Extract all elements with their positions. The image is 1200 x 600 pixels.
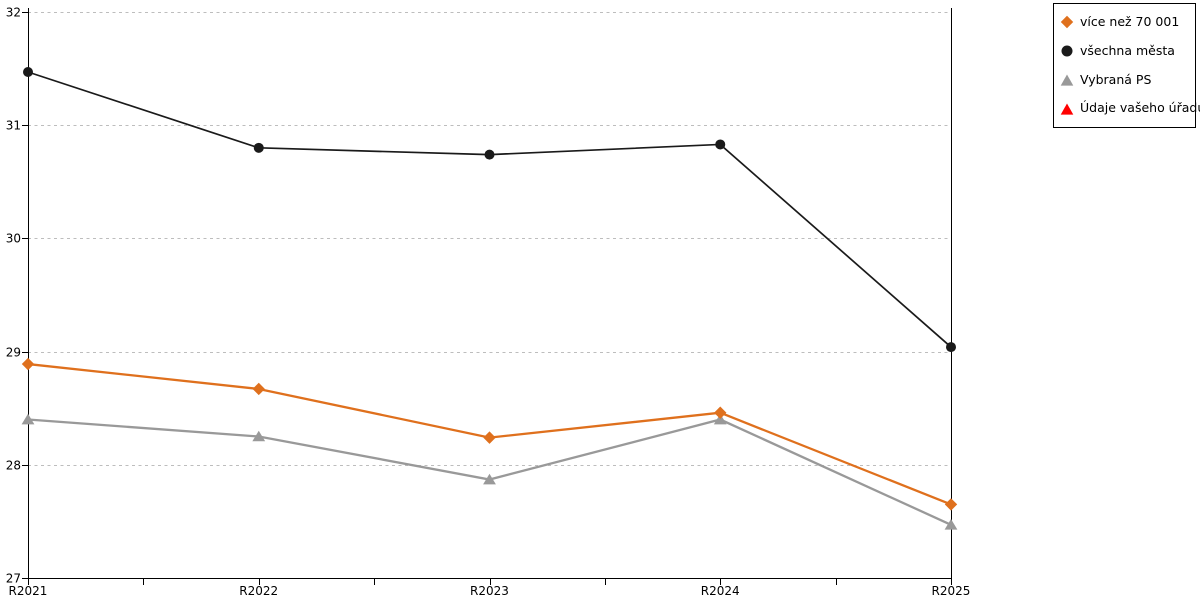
data-point-marker [252,382,265,396]
data-point-marker [944,518,958,530]
x-tick-label: R2021 [9,584,48,598]
circle-marker-icon [1061,45,1073,57]
legend-item-label: více než 70 001 [1080,14,1180,30]
triangle-marker-icon [1060,103,1074,115]
data-point-marker [713,413,727,425]
data-point-marker [944,498,958,511]
data-point-marker [946,342,956,353]
data-point-marker [714,406,727,419]
y-tick-label: 29 [6,346,21,360]
x-tick-label: R2022 [239,584,278,598]
legend-item-label: Údaje vašeho úřadu [1080,100,1200,116]
legend: více než 70 001 všechna města Vybraná PS Úd… [1053,3,1200,128]
y-tick-label: 27 [6,572,21,586]
legend-item: Vybraná PS [1060,73,1193,87]
y-tick-label: 32 [6,6,21,20]
data-point-marker [21,357,35,371]
data-point-marker [253,142,264,153]
data-point-marker [483,431,496,444]
diamond-marker-icon [1060,16,1074,29]
series-line-1 [27,71,952,348]
data-point-marker [715,139,726,150]
legend-item: více než 70 001 [1060,15,1193,29]
y-tick-label: 30 [6,232,21,246]
x-tick-label: R2024 [701,584,740,598]
data-point-marker [23,66,33,77]
triangle-marker-icon [1060,74,1074,86]
legend-item: Údaje vašeho úřadu [1060,102,1200,116]
data-point-marker [483,473,496,485]
y-tick-label: 31 [6,119,21,133]
y-tick-label: 28 [6,459,21,473]
data-point-marker [484,149,495,160]
legend-item: všechna města [1060,44,1193,58]
data-point-marker [252,430,266,442]
legend-item-label: Vybraná PS [1080,71,1152,87]
data-point-marker [21,413,35,425]
x-tick-label: R2025 [932,584,971,598]
legend-item-label: všechna města [1080,42,1175,58]
x-tick-label: R2023 [470,584,509,598]
